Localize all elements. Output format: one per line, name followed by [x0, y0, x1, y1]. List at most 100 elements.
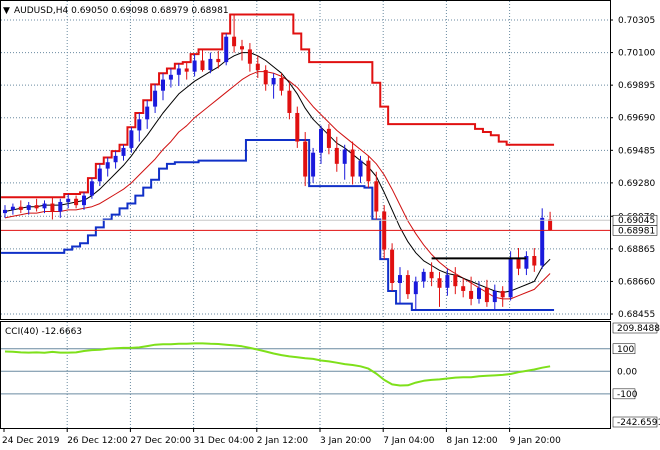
- candle: [50, 197, 55, 220]
- candle: [208, 52, 213, 74]
- candle: [10, 203, 15, 215]
- candle: [247, 43, 252, 72]
- price-tag-box: [612, 225, 658, 236]
- candle-body: [82, 195, 86, 206]
- candle-body: [121, 147, 126, 156]
- candle: [161, 73, 165, 101]
- cci-panel-frame: [0, 321, 611, 429]
- candle-body: [461, 286, 466, 291]
- candle: [240, 39, 244, 61]
- candle: [271, 73, 276, 99]
- candle: [18, 200, 23, 214]
- candle-body: [295, 112, 300, 142]
- candle: [113, 151, 118, 169]
- cci-tag-box: [612, 388, 636, 400]
- candle-body: [129, 130, 134, 148]
- candle: [398, 267, 402, 304]
- candle-body: [405, 275, 410, 295]
- candle-body: [413, 281, 418, 295]
- candle: [516, 248, 521, 276]
- main-chart-frame: [0, 0, 611, 320]
- candle-body: [176, 68, 181, 75]
- candle-body: [224, 36, 229, 63]
- price-tick-label: 0.69280: [618, 179, 655, 189]
- price-tick-label: 0.69895: [618, 81, 655, 91]
- candle: [74, 195, 79, 209]
- candle-body: [74, 198, 79, 206]
- candle-body: [271, 78, 276, 85]
- candle-body: [532, 255, 537, 266]
- candle: [437, 271, 442, 307]
- candle: [3, 205, 7, 218]
- candle: [334, 136, 339, 172]
- candle-body: [319, 128, 323, 153]
- candle: [137, 112, 142, 142]
- candle-body: [398, 275, 402, 284]
- cci-tag-box: [612, 322, 658, 334]
- candle-body: [326, 128, 331, 148]
- cci-indicator: [1, 342, 610, 395]
- candle-body: [287, 90, 292, 113]
- candle: [421, 268, 426, 288]
- candle: [492, 284, 497, 311]
- cci-tick-label: 100: [617, 345, 634, 355]
- candle: [58, 198, 63, 218]
- candle: [129, 127, 134, 153]
- cci-tick-label: 0.00: [617, 367, 637, 377]
- time-tick-label: 2 Jan 12:00: [257, 436, 309, 446]
- candle: [34, 198, 39, 212]
- candle-body: [240, 46, 244, 50]
- candle-body: [50, 203, 55, 212]
- candle: [184, 62, 189, 80]
- candle: [382, 205, 387, 260]
- candle: [121, 144, 126, 161]
- candle-body: [516, 259, 521, 269]
- candle: [500, 286, 505, 307]
- candle-body: [18, 206, 23, 210]
- candle: [153, 84, 158, 113]
- candle: [453, 267, 458, 295]
- candle-body: [105, 162, 110, 169]
- time-tick-label: 3 Jan 20:00: [320, 436, 372, 446]
- candle: [469, 276, 474, 306]
- candle: [105, 157, 110, 177]
- candle: [366, 155, 371, 188]
- candles: [3, 14, 553, 311]
- candle: [326, 124, 331, 155]
- candle: [192, 54, 197, 77]
- price-channel: [1, 13, 555, 312]
- candle: [311, 147, 316, 183]
- grid-layer: [1, 1, 610, 428]
- candle: [413, 276, 418, 311]
- candle: [82, 192, 86, 210]
- price-tag-label: 0.69045: [618, 216, 655, 226]
- cci-line: [4, 342, 551, 387]
- time-tick-label: 27 Dec 20:00: [130, 436, 191, 446]
- candle-body: [540, 217, 545, 266]
- candle-body: [484, 287, 489, 303]
- candle-body: [311, 152, 316, 177]
- candle: [532, 248, 537, 272]
- candle-body: [524, 255, 529, 269]
- candle: [216, 50, 221, 69]
- candle: [176, 63, 181, 86]
- candle-body: [26, 205, 31, 210]
- candle-body: [3, 209, 7, 214]
- price-tick-label: 0.68455: [618, 310, 655, 320]
- candle-body: [366, 160, 371, 182]
- time-tick-label: 24 Dec 2019: [2, 436, 60, 446]
- moving-averages: [4, 52, 551, 300]
- chart-title: AUDUSD,H4 0.69050 0.69098 0.68979 0.6898…: [14, 6, 229, 16]
- collapse-arrow-icon[interactable]: ▼: [3, 6, 10, 16]
- candle-body: [208, 58, 213, 71]
- candle: [477, 281, 481, 304]
- candle: [540, 208, 545, 269]
- candle-body: [469, 290, 474, 299]
- candle-body: [429, 271, 434, 279]
- candle: [145, 100, 150, 129]
- candle-body: [453, 275, 458, 287]
- candle-body: [184, 68, 189, 72]
- candle: [319, 125, 323, 164]
- candle-body: [216, 58, 221, 63]
